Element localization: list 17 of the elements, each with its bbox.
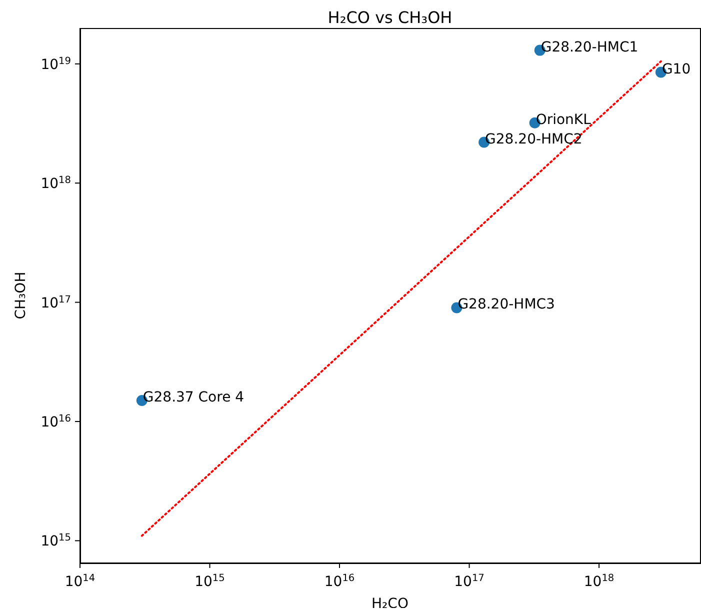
y-tick-label: 10$^{18}$	[40, 174, 71, 192]
y-tick-label: 10$^{19}$	[40, 55, 71, 73]
y-axis-title: CH₃OH	[12, 272, 29, 320]
y-tick-label: 10$^{16}$	[40, 412, 71, 430]
x-axis-title: H₂CO	[372, 596, 408, 612]
y-tick-label: 10$^{15}$	[40, 532, 71, 550]
y-tick-label: 10$^{17}$	[40, 294, 71, 312]
annotation: OrionKL	[536, 112, 592, 128]
annotation: G28.37 Core 4	[142, 390, 244, 406]
x-tick-label: 10$^{15}$	[194, 572, 225, 590]
annotation: G28.20-HMC3	[458, 296, 555, 313]
x-tick-label: 10$^{17}$	[454, 572, 484, 590]
x-tick-label: 10$^{14}$	[64, 572, 96, 590]
x-tick-label: 10$^{18}$	[584, 572, 614, 590]
annotation: G10	[662, 61, 691, 78]
x-tick-label: 10$^{16}$	[324, 572, 355, 590]
chart-title: H₂CO vs CH₃OH	[326, 8, 454, 27]
